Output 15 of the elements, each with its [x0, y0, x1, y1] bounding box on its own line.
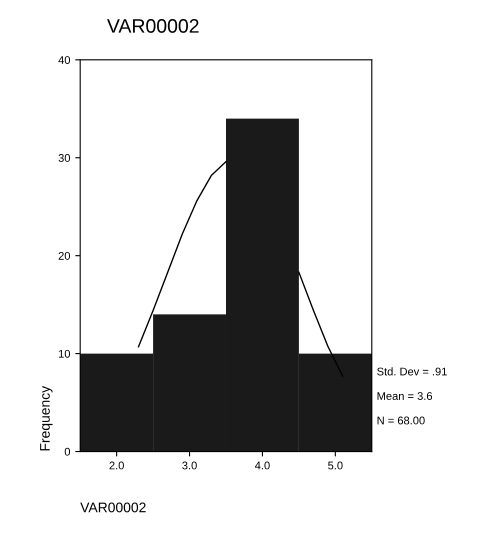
y-tick-label: 30 — [58, 154, 70, 162]
y-tick-label: 40 — [58, 56, 70, 64]
x-tick-label: 2.0 — [109, 462, 124, 470]
x-tick-label: 4.0 — [254, 462, 270, 470]
y-tick-label: 10 — [58, 350, 70, 358]
y-tick-label: 0 — [64, 448, 70, 456]
x-tick-label: 3.0 — [182, 462, 197, 470]
y-axis-title: Frequency — [40, 386, 53, 450]
x-tick-label: 5.0 — [328, 462, 343, 470]
x-axis-title: VAR00002 — [80, 502, 146, 512]
y-tick-label: 20 — [58, 252, 70, 260]
text: N = 68.00 — [378, 416, 425, 424]
chart-title: VAR00002 — [107, 19, 199, 33]
text: Mean = 3.6 — [378, 392, 432, 400]
text: Std. Dev = .91 — [377, 367, 447, 376]
